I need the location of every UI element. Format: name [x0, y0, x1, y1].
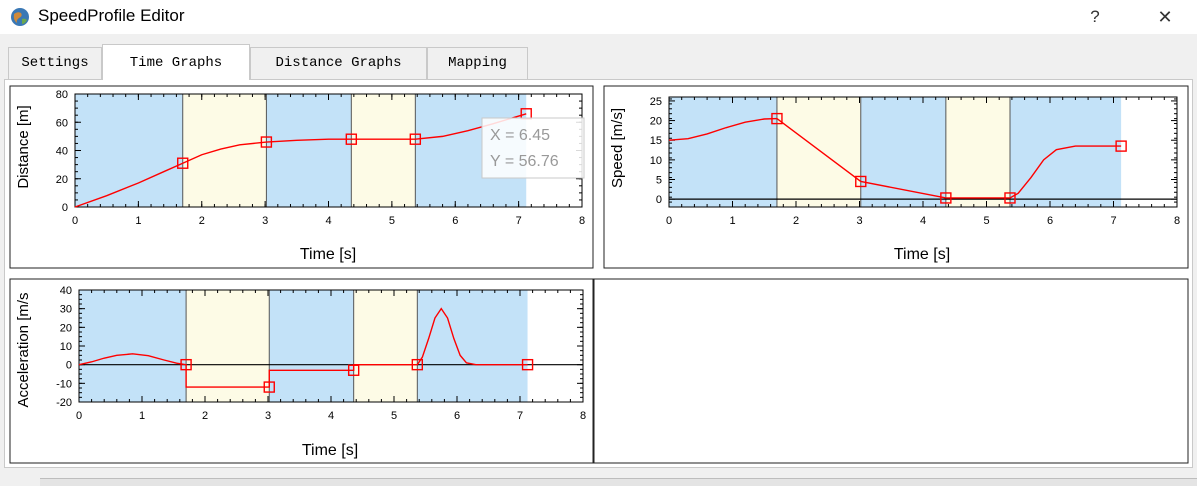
y-tick-label: 15 [650, 135, 662, 147]
x-tick-label: 0 [666, 215, 672, 227]
x-tick-label: 5 [983, 215, 989, 227]
series-line [74, 113, 527, 208]
tab-time-graphs[interactable]: Time Graphs [102, 44, 250, 80]
x-tick-label: 3 [262, 215, 268, 227]
speed-chart[interactable]: 0 1 2 3 4 5 6 7 8 0 5 10 15 20 25 [650, 96, 1180, 227]
y-tick-label: 40 [60, 285, 72, 297]
x-tick-label: 7 [516, 215, 522, 227]
status-strip [40, 478, 1197, 486]
x-tick-label: 3 [856, 215, 862, 227]
acceleration-ylabel: Acceleration [m/s [15, 292, 32, 407]
speed-xlabel: Time [s] [894, 246, 950, 263]
tab-distance-graphs[interactable]: Distance Graphs [250, 47, 427, 79]
distance-xlabel: Time [s] [300, 246, 356, 263]
series-line [78, 307, 528, 388]
x-tick-label: 8 [1174, 215, 1180, 227]
control-point-marker [345, 133, 358, 145]
y-tick-label: -20 [56, 397, 72, 409]
x-tick-label: 2 [199, 215, 205, 227]
y-tick-label: 20 [60, 322, 72, 334]
y-tick-label: 60 [56, 117, 68, 129]
x-tick-label: 2 [202, 410, 208, 422]
y-tick-label: 30 [60, 304, 72, 316]
segment-band [79, 290, 187, 402]
control-point-marker [521, 358, 534, 371]
control-point-marker [180, 358, 192, 371]
close-button[interactable]: ✕ [1157, 7, 1173, 27]
x-tick-label: 1 [135, 215, 141, 227]
y-tick-label: -10 [56, 378, 72, 390]
segment-band [669, 97, 777, 207]
y-tick-label: 25 [650, 96, 662, 108]
title-bar: SpeedProfile Editor ? ✕ [0, 0, 1197, 34]
window-title: SpeedProfile Editor [38, 6, 185, 25]
x-tick-label: 7 [517, 410, 523, 422]
y-tick-label: 10 [60, 341, 72, 353]
tab-mapping[interactable]: Mapping [427, 47, 528, 79]
speed-ylabel: Speed [m/s] [609, 108, 626, 188]
x-tick-label: 8 [580, 410, 586, 422]
control-point-marker [940, 192, 952, 204]
control-point-marker [1004, 192, 1016, 204]
control-point-marker [855, 175, 867, 188]
acceleration-chart[interactable]: 0 1 2 3 4 5 6 7 8 -20 -10 0 10 20 30 40 [56, 285, 586, 422]
control-point-marker [260, 136, 273, 148]
x-tick-label: 4 [920, 215, 926, 227]
control-point-marker [771, 112, 783, 125]
control-point-marker [177, 157, 189, 169]
segment-band [351, 94, 416, 207]
series-line [668, 117, 1122, 199]
x-tick-label: 7 [1110, 215, 1116, 227]
segment-band [860, 97, 946, 207]
segment-band [186, 290, 270, 402]
x-tick-label: 1 [139, 410, 145, 422]
segment-band [776, 97, 861, 207]
tooltip-x: X = 6.45 [490, 127, 550, 144]
segment-band [945, 97, 1010, 207]
segment-band [353, 290, 418, 402]
x-tick-label: 8 [579, 215, 585, 227]
x-tick-label: 2 [793, 215, 799, 227]
segment-band [1009, 97, 1122, 207]
x-tick-label: 1 [729, 215, 735, 227]
help-button[interactable]: ? [1090, 7, 1100, 26]
tooltip-y: Y = 56.76 [490, 153, 559, 170]
x-tick-label: 6 [454, 410, 460, 422]
control-point-marker [409, 133, 422, 145]
x-tick-label: 0 [72, 215, 78, 227]
y-tick-label: 20 [56, 174, 68, 186]
y-tick-label: 40 [56, 146, 68, 158]
y-tick-label: 0 [62, 202, 68, 214]
control-point-marker [347, 364, 360, 376]
coordinate-tooltip: X = 6.45 Y = 56.76 [481, 117, 585, 179]
globe-app-icon [11, 8, 29, 26]
control-point-marker [263, 381, 275, 393]
control-point-marker [1115, 140, 1127, 152]
y-tick-label: 80 [56, 89, 68, 101]
x-tick-label: 4 [328, 410, 334, 422]
y-tick-label: 0 [656, 194, 662, 206]
y-tick-label: 10 [650, 155, 662, 167]
x-tick-label: 6 [452, 215, 458, 227]
segment-band [182, 94, 267, 207]
y-tick-label: 0 [66, 360, 72, 372]
segment-band [417, 290, 528, 402]
x-tick-label: 5 [391, 410, 397, 422]
y-tick-label: 5 [656, 175, 662, 187]
tab-settings[interactable]: Settings [8, 47, 102, 79]
x-tick-label: 0 [76, 410, 82, 422]
control-point-marker [411, 358, 424, 371]
x-tick-label: 5 [389, 215, 395, 227]
segment-band [269, 290, 354, 402]
segment-band [75, 94, 183, 207]
x-tick-label: 4 [325, 215, 331, 227]
y-tick-label: 20 [650, 116, 662, 128]
x-tick-label: 3 [265, 410, 271, 422]
distance-ylabel: Distance [m] [15, 105, 32, 188]
empty-chart-frame [593, 278, 1189, 464]
acceleration-xlabel: Time [s] [302, 442, 358, 459]
segment-band [266, 94, 352, 207]
x-tick-label: 6 [1047, 215, 1053, 227]
